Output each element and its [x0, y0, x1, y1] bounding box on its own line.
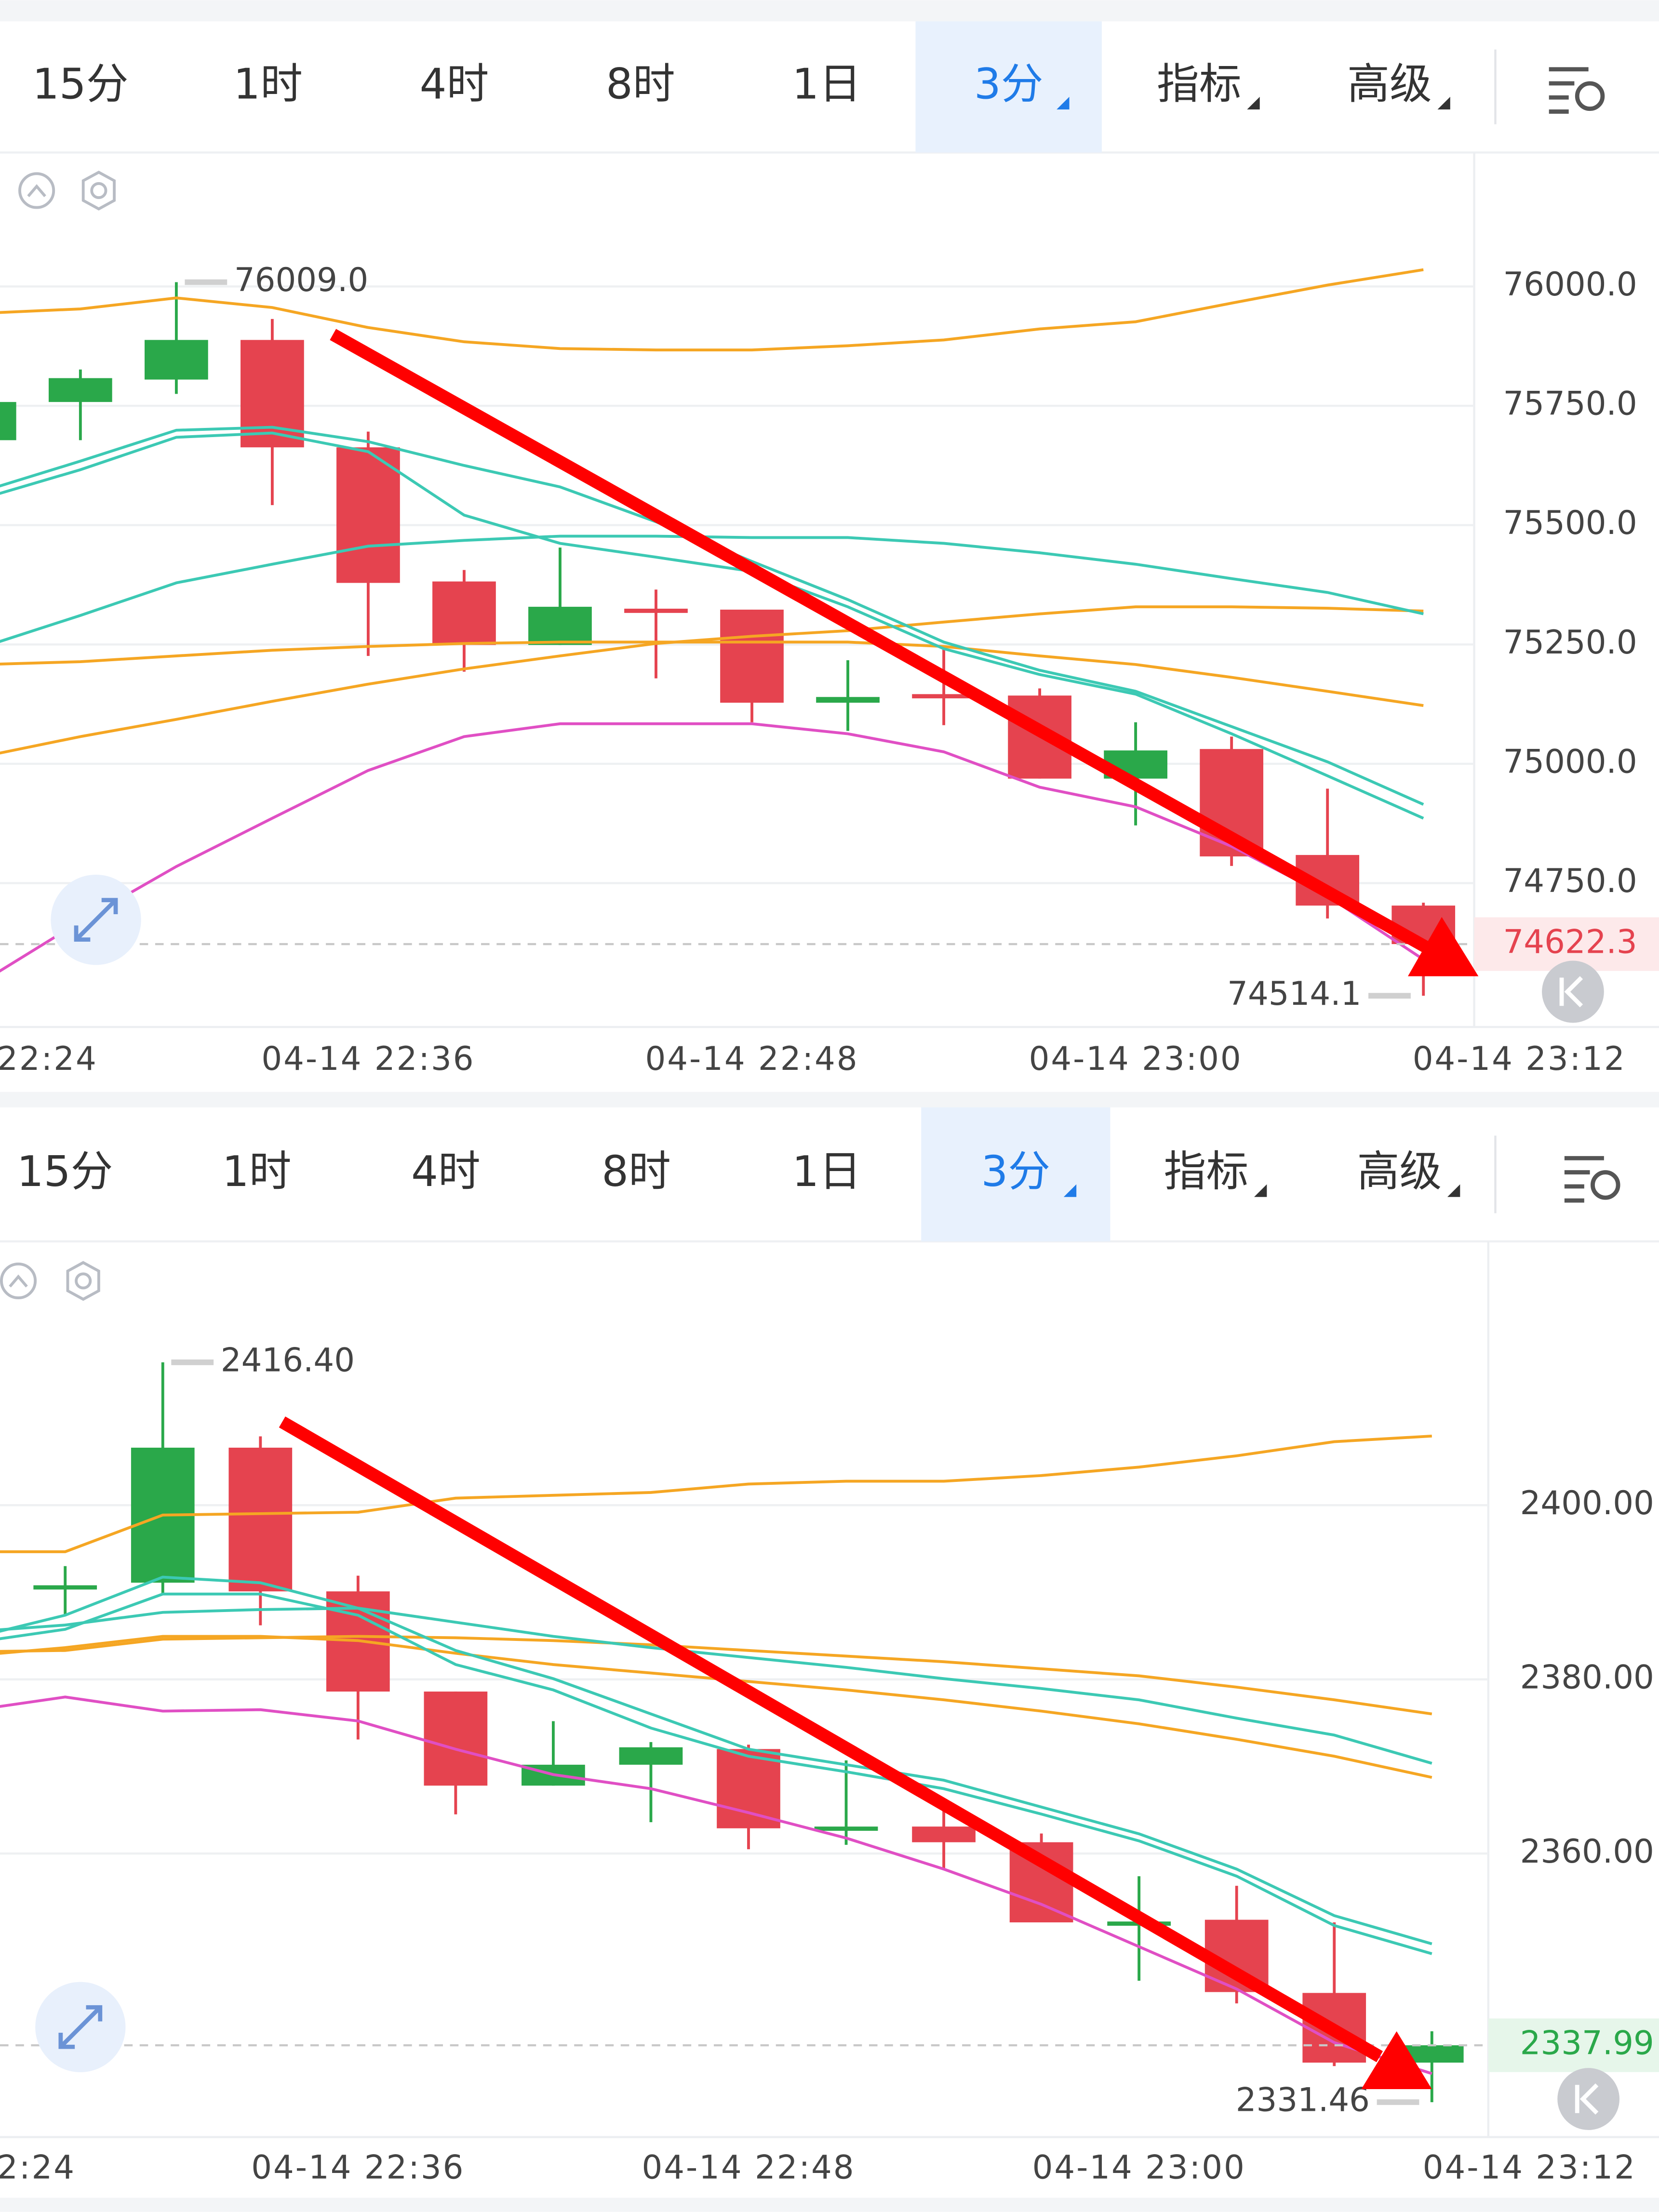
tab[interactable]: 3分 — [974, 59, 1044, 108]
top-strip — [0, 0, 1659, 22]
last-price-box — [1488, 2018, 1659, 2072]
tab[interactable]: 3分 — [981, 1147, 1051, 1196]
indicator-line — [0, 605, 1424, 755]
x-tick-label: 04-14 23:12 — [1423, 2148, 1636, 2186]
dropdown-triangle — [1247, 96, 1260, 110]
candle-body — [624, 609, 688, 613]
indicator-line — [0, 1434, 1432, 1553]
indicator-line — [0, 1635, 1432, 1779]
last-price-label: 2337.99 — [1520, 2025, 1654, 2062]
chart-layers: 15分 1时 4时 8时 1日 3分 指标 高级74750.075000.075250.075… — [0, 21, 1659, 2186]
x-tick-label: 2:24 — [0, 2148, 76, 2186]
candle-body — [33, 1585, 97, 1590]
y-tick-label: 74750.0 — [1503, 862, 1637, 900]
high-marker-label: 2416.40 — [221, 1341, 355, 1379]
dropdown-triangle — [1063, 1184, 1077, 1197]
high-marker-label: 76009.0 — [234, 261, 368, 299]
y-tick-label: 2380.00 — [1520, 1658, 1654, 1696]
candle-body — [432, 581, 496, 645]
tab[interactable]: 15分 — [32, 59, 129, 108]
tab[interactable]: 4时 — [411, 1147, 481, 1196]
y-tick-label: 75500.0 — [1503, 504, 1637, 542]
bottom-strip — [0, 2198, 1659, 2212]
x-tick-label: 04-14 23:12 — [1413, 1040, 1626, 1078]
tab[interactable]: 1时 — [222, 1147, 292, 1196]
x-tick-label: 04-14 23:00 — [1032, 2148, 1246, 2186]
indicator-line — [0, 431, 1424, 820]
settings-icons[interactable] — [1549, 67, 1620, 1203]
x-tick-label: 04-14 23:00 — [1029, 1040, 1243, 1078]
candle-body — [48, 378, 112, 402]
indicator-line — [0, 268, 1424, 352]
candle-body — [145, 340, 208, 380]
tab[interactable]: 1日 — [792, 59, 861, 108]
tab[interactable]: 4时 — [420, 59, 489, 108]
indicator-line — [0, 722, 1424, 973]
tab-selected-bg — [915, 21, 1102, 153]
candle-body — [720, 610, 784, 703]
y-tick-label: 75250.0 — [1503, 624, 1637, 661]
y-tick-label: 2400.00 — [1520, 1484, 1654, 1522]
candle-body — [228, 1447, 293, 1592]
tab[interactable]: 高级 — [1357, 1147, 1442, 1196]
indicator-line — [0, 1575, 1432, 1945]
tab[interactable]: 指标 — [1157, 59, 1242, 108]
indicator-line — [0, 1695, 1432, 2075]
expand-buttons[interactable] — [35, 874, 141, 2072]
tab-selected-bg — [921, 1107, 1110, 1241]
candle-body — [912, 1826, 976, 1842]
candle-body — [528, 607, 592, 645]
back-buttons[interactable] — [1542, 960, 1620, 2130]
tab[interactable]: 8时 — [606, 59, 675, 108]
tab[interactable]: 15分 — [17, 1147, 113, 1196]
indicator-line — [0, 1635, 1432, 1716]
x-tick-label: 04-14 22:48 — [645, 1040, 858, 1078]
low-marker-label: 74514.1 — [1227, 975, 1361, 1013]
tab[interactable]: 1日 — [792, 1147, 861, 1196]
indicator-line — [0, 1592, 1432, 1955]
last-price-label: 74622.3 — [1503, 923, 1637, 961]
dropdown-triangle — [1447, 1184, 1460, 1197]
tab[interactable]: 1时 — [233, 59, 303, 108]
y-tick-label: 2360.00 — [1520, 1833, 1654, 1870]
x-tick-label: 04-14 22:36 — [251, 2148, 465, 2186]
tab[interactable]: 指标 — [1164, 1147, 1249, 1196]
candle-body — [424, 1692, 488, 1786]
indicator-line — [0, 1607, 1432, 1765]
y-tick-label: 75750.0 — [1503, 385, 1637, 423]
panel-icons — [0, 171, 116, 1301]
trend-arrows — [279, 329, 1479, 2090]
panel-gap — [0, 1092, 1659, 1107]
y-tick-label: 75000.0 — [1503, 743, 1637, 780]
dropdown-triangle — [1254, 1184, 1267, 1197]
x-tick-label: 04-14 22:48 — [642, 2148, 855, 2186]
candle-body — [814, 1826, 878, 1831]
candle-body — [619, 1747, 683, 1765]
x-tick-label: 22:24 — [0, 1040, 98, 1078]
candle-body — [717, 1749, 780, 1828]
tab[interactable]: 8时 — [602, 1147, 671, 1196]
x-tick-label: 04-14 22:36 — [261, 1040, 475, 1078]
indicator-line — [0, 640, 1424, 707]
candle-body — [0, 402, 16, 440]
candle-body — [912, 694, 976, 699]
tab[interactable]: 高级 — [1347, 59, 1432, 108]
candle-body — [336, 447, 400, 583]
candle-body — [816, 697, 880, 703]
y-tick-label: 76000.0 — [1503, 266, 1637, 303]
low-marker-label: 2331.46 — [1236, 2081, 1370, 2119]
